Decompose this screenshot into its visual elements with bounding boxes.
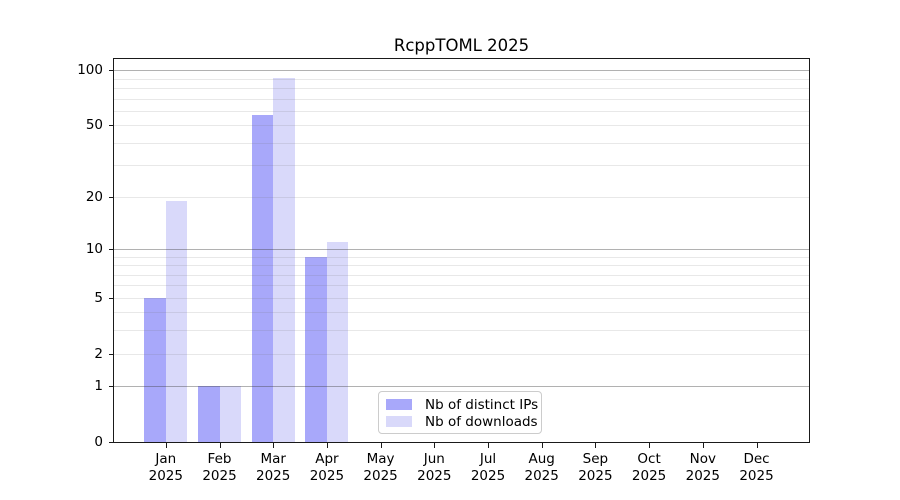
x-tick-may: [380, 443, 382, 448]
chart-title: RcppTOML 2025: [393, 36, 530, 55]
y-tick-label-20: 20: [85, 188, 103, 205]
bar-downloads-apr: [326, 241, 349, 442]
x-tick-label-jun: Jun 2025: [417, 451, 452, 484]
x-tick-mar: [273, 443, 275, 448]
x-tick-label-dec: Dec 2025: [739, 451, 774, 484]
legend-label-downloads: Nb of downloads: [425, 413, 538, 430]
x-tick-sep: [595, 443, 597, 448]
y-tick-10: [109, 248, 114, 250]
minor-gridline-70: [114, 98, 809, 100]
x-tick-jul: [488, 443, 489, 448]
x-tick-dec: [756, 443, 758, 448]
minor-gridline-4: [114, 312, 809, 314]
minor-gridline-8: [114, 265, 809, 266]
bar-distinct-ips-feb: [198, 386, 220, 442]
y-tick-label-50: 50: [85, 117, 103, 134]
bar-downloads-jan: [165, 200, 188, 442]
minor-gridline-60: [114, 110, 809, 112]
x-tick-apr: [326, 443, 328, 448]
y-tick-1: [109, 386, 114, 388]
legend: Nb of distinct IPs Nb of downloads: [378, 391, 542, 434]
major-gridline-10: [114, 248, 809, 250]
y-tick-2: [109, 353, 114, 355]
bar-downloads-mar: [273, 77, 295, 442]
x-tick-jan: [165, 443, 167, 448]
minor-gridline-2: [114, 353, 809, 355]
y-tick-0: [109, 442, 114, 443]
major-gridline-1: [114, 386, 809, 388]
legend-swatch-downloads: [386, 416, 412, 427]
bar-distinct-ips-apr: [305, 256, 327, 442]
y-tick-100: [109, 70, 114, 72]
y-tick-label-2: 2: [94, 345, 103, 362]
x-tick-nov: [702, 443, 704, 448]
y-tick-label-10: 10: [85, 240, 103, 257]
y-tick-label-0: 0: [94, 434, 103, 450]
x-tick-jun: [434, 443, 436, 448]
plot-area: [113, 58, 810, 443]
x-tick-oct: [649, 443, 651, 448]
minor-gridline-80: [114, 87, 809, 89]
y-tick-label-100: 100: [77, 62, 103, 79]
y-tick-50: [109, 125, 114, 127]
y-tick-5: [109, 297, 114, 299]
x-tick-label-sep: Sep 2025: [578, 451, 613, 484]
x-tick-label-jan: Jan 2025: [148, 451, 183, 484]
bar-distinct-ips-jan: [144, 297, 166, 442]
x-tick-label-may: May 2025: [363, 451, 398, 484]
bar-downloads-feb: [219, 386, 241, 442]
bar-distinct-ips-mar: [251, 114, 274, 442]
major-gridline-100: [114, 70, 809, 72]
grid-layer: [114, 59, 809, 442]
legend-row-downloads: Nb of downloads: [379, 413, 541, 430]
x-tick-label-nov: Nov 2025: [685, 451, 720, 484]
minor-gridline-6: [114, 285, 809, 287]
legend-label-distinct-ips: Nb of distinct IPs: [425, 396, 539, 413]
x-tick-aug: [541, 443, 543, 448]
minor-gridline-7: [114, 274, 809, 276]
minor-gridline-3: [114, 330, 809, 332]
legend-row-distinct-ips: Nb of distinct IPs: [379, 396, 541, 413]
x-tick-label-apr: Apr 2025: [309, 451, 345, 484]
x-tick-label-oct: Oct 2025: [631, 451, 667, 484]
x-tick-label-mar: Mar 2025: [256, 451, 291, 484]
bars-layer: [114, 59, 809, 442]
y-tick-20: [109, 196, 114, 198]
minor-gridline-40: [114, 142, 809, 144]
y-tick-label-1: 1: [94, 378, 103, 395]
minor-gridline-5: [114, 297, 809, 299]
minor-gridline-50: [114, 125, 809, 127]
y-tick-label-5: 5: [94, 289, 103, 306]
minor-gridline-90: [114, 78, 809, 80]
x-tick-label-aug: Aug 2025: [524, 451, 559, 484]
minor-gridline-30: [114, 165, 809, 167]
x-tick-label-feb: Feb 2025: [202, 451, 237, 484]
minor-gridline-9: [114, 256, 809, 258]
x-tick-feb: [219, 443, 221, 448]
x-tick-label-jul: Jul 2025: [470, 451, 506, 484]
legend-swatch-distinct-ips: [386, 399, 412, 410]
minor-gridline-20: [114, 196, 809, 198]
